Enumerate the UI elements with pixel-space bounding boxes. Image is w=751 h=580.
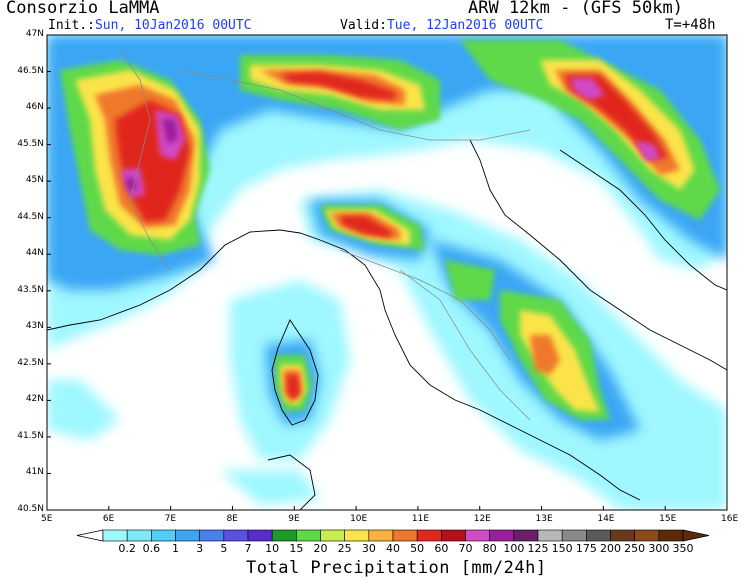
lon-label: 10E (350, 514, 368, 524)
colorbar-label: 125 (527, 542, 549, 555)
lat-label: 43.5N (17, 284, 44, 295)
header-valid: Valid:Tue, 12Jan2016 00UTC (340, 18, 544, 33)
lon-label: 8E (226, 514, 238, 524)
header-step: T=+48h (665, 17, 716, 33)
precip-field (47, 35, 727, 510)
lon-label: 13E (535, 514, 553, 524)
lat-label: 42N (25, 394, 44, 405)
colorbar-swatch (441, 529, 466, 542)
lat-label: 42.5N (17, 357, 44, 368)
colorbar-swatch (296, 529, 321, 542)
colorbar-label: 30 (361, 542, 376, 555)
colorbar-swatch (392, 529, 418, 542)
init-label: Init.: (48, 18, 95, 33)
colorbar-label: 40 (386, 542, 400, 555)
colorbar-swatch (610, 529, 635, 542)
lon-label: 14E (597, 514, 615, 524)
valid-value: Tue, 12Jan2016 00UTC (386, 18, 544, 33)
colorbar-arrow-right (682, 529, 710, 542)
colorbar-label: 1 (172, 542, 179, 555)
colorbar-swatch (537, 529, 563, 542)
colorbar-swatch (126, 529, 152, 542)
colorbar-swatch (247, 529, 273, 542)
colorbar-swatch (513, 529, 539, 542)
colorbar-label: 300 (648, 542, 670, 555)
colorbar-swatch (416, 529, 442, 542)
colorbar-label: 10 (265, 542, 280, 555)
colorbar-label: 80 (482, 542, 497, 555)
colorbar-label: 350 (672, 542, 694, 555)
colorbar-swatch (271, 529, 297, 542)
colorbar-label: 50 (410, 542, 425, 555)
colorbar-swatch (634, 529, 660, 542)
colorbar-swatch (465, 529, 490, 542)
lon-label: 11E (411, 514, 430, 524)
colorbar-label: 0.2 (118, 542, 136, 555)
colorbar-label: 5 (220, 542, 228, 555)
lat-label: 45.5N (17, 138, 44, 149)
init-value: Sun, 10Jan2016 00UTC (94, 18, 252, 33)
colorbar-swatch (175, 529, 200, 542)
colorbar-swatch (489, 529, 515, 542)
lon-label: 6E (102, 514, 115, 524)
lon-label: 15E (659, 514, 677, 524)
borders (119, 49, 531, 421)
header-title: Consorzio LaMMA (6, 0, 160, 18)
colorbar-label: 200 (600, 542, 621, 555)
colorbar-swatch (320, 529, 345, 542)
lat-label: 45N (25, 175, 44, 186)
lon-label: 12E (473, 514, 491, 524)
lat-label: 40.5N (17, 504, 44, 514)
lat-label: 46N (25, 102, 44, 113)
colorbar-label: 3 (196, 542, 204, 555)
header-init: Init.:Sun, 10Jan2016 00UTC (48, 18, 252, 33)
lat-label: 41.5N (17, 430, 44, 441)
map-frame (46, 34, 728, 511)
colorbar-label: 25 (337, 542, 352, 555)
valid-label: Valid: (340, 18, 387, 33)
colorbar-label: 100 (503, 542, 525, 555)
colorbar-swatch (658, 529, 684, 542)
lon-label: 7E (164, 514, 177, 524)
colorbar-label: 20 (313, 542, 328, 555)
colorbar-swatch (368, 529, 394, 542)
colorbar-label: 175 (575, 542, 597, 555)
colorbar-label: 150 (551, 542, 573, 555)
colorbar-swatch (102, 529, 128, 542)
colorbar-label: 250 (624, 542, 646, 555)
colorbar-arrow-left (76, 529, 104, 542)
header-model: ARW 12km - (GFS 50km) (468, 0, 683, 18)
lat-label: 41N (25, 467, 44, 478)
colorbar-swatch (151, 529, 176, 542)
coastlines (47, 139, 727, 510)
lat-label: 47N (25, 29, 44, 39)
colorbar-label: 60 (434, 542, 449, 555)
colorbar-label: 15 (289, 542, 304, 555)
lon-label: 9E (288, 514, 300, 524)
lat-label: 44N (25, 248, 44, 259)
lon-label: 16E (721, 514, 739, 524)
colorbar-swatch (586, 529, 611, 542)
colorbar-swatch (199, 529, 225, 542)
axis-ticks (46, 34, 728, 511)
colorbar-title: Total Precipitation [mm/24h] (246, 558, 547, 578)
lat-label: 46.5N (17, 65, 44, 76)
colorbar-swatch (561, 529, 587, 542)
colorbar-swatch (344, 529, 370, 542)
colorbar-label: 7 (244, 542, 252, 555)
colorbar-swatch (223, 529, 249, 542)
colorbar-label: 70 (458, 542, 473, 555)
lat-label: 43N (25, 321, 44, 332)
colorbar (76, 529, 710, 542)
lat-label: 44.5N (17, 211, 44, 222)
lon-label: 5E (41, 514, 53, 524)
colorbar-label: 0.6 (142, 542, 161, 555)
